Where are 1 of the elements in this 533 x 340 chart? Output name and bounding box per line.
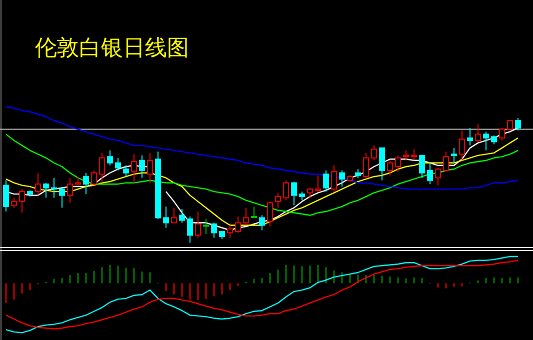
title: 伦敦白银日线图 (35, 36, 189, 61)
